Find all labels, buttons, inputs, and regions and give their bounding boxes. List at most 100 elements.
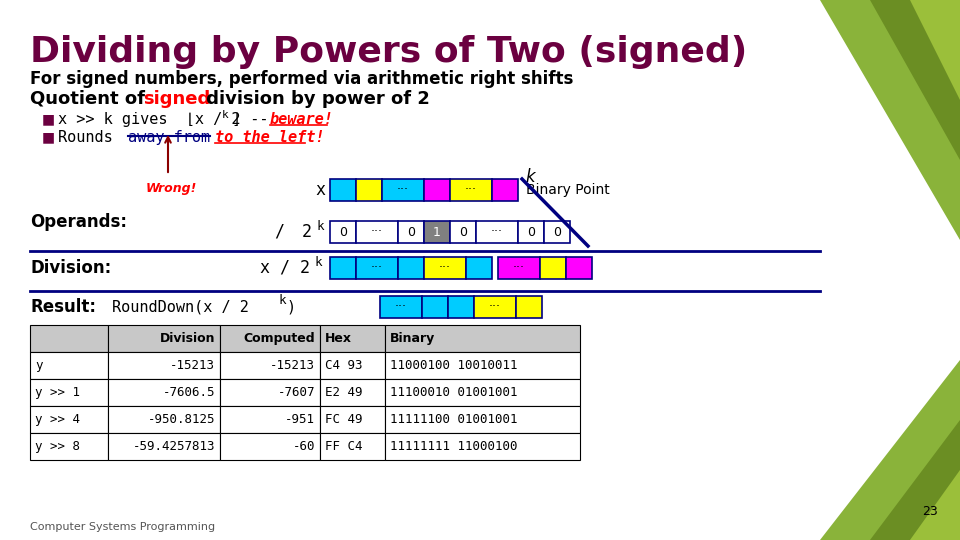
Bar: [356, 179, 382, 201]
Text: 0: 0: [339, 226, 347, 239]
Text: ): ): [286, 300, 295, 314]
Text: x / 2: x / 2: [260, 259, 310, 277]
Bar: [492, 179, 518, 201]
Text: ···: ···: [397, 184, 409, 197]
Polygon shape: [820, 360, 960, 540]
Text: k: k: [525, 168, 535, 186]
Text: y >> 1: y >> 1: [35, 386, 80, 399]
Text: Operands:: Operands:: [30, 213, 127, 231]
Bar: [424, 257, 466, 279]
Bar: [320, 433, 385, 460]
Text: ···: ···: [371, 261, 383, 274]
Bar: [424, 179, 450, 201]
Text: 0: 0: [407, 226, 415, 239]
Polygon shape: [870, 420, 960, 540]
Text: -950.8125: -950.8125: [148, 413, 215, 426]
Bar: [108, 433, 220, 460]
Text: y: y: [35, 359, 42, 372]
Bar: [450, 221, 476, 243]
Text: E2 49: E2 49: [325, 386, 363, 399]
Polygon shape: [870, 0, 960, 160]
Text: Hex: Hex: [325, 332, 352, 345]
Text: 2: 2: [302, 223, 312, 241]
Bar: [30, 325, 108, 352]
Bar: [220, 325, 320, 352]
Text: x: x: [315, 181, 325, 199]
Text: Computed: Computed: [244, 332, 315, 345]
Text: 23: 23: [923, 505, 938, 518]
Text: -60: -60: [293, 440, 315, 453]
Bar: [108, 379, 220, 406]
Text: ···: ···: [513, 261, 525, 274]
Text: Result:: Result:: [30, 298, 96, 316]
Bar: [516, 296, 542, 318]
Bar: [385, 433, 580, 460]
Bar: [320, 325, 385, 352]
Bar: [385, 325, 580, 352]
Text: 11111111 11000100: 11111111 11000100: [390, 440, 517, 453]
Text: Binary Point: Binary Point: [526, 183, 610, 197]
Bar: [330, 257, 356, 279]
Bar: [476, 221, 518, 243]
Bar: [466, 257, 492, 279]
Text: -7606.5: -7606.5: [162, 386, 215, 399]
Bar: [220, 379, 320, 406]
Bar: [540, 257, 566, 279]
Text: 0: 0: [527, 226, 535, 239]
Text: For signed numbers, performed via arithmetic right shifts: For signed numbers, performed via arithm…: [30, 70, 573, 88]
Bar: [385, 379, 580, 406]
Text: FC 49: FC 49: [325, 413, 363, 426]
Bar: [320, 379, 385, 406]
Text: Quotient of: Quotient of: [30, 90, 152, 108]
Text: k: k: [222, 110, 228, 120]
Text: ■: ■: [42, 130, 55, 144]
Text: away from: away from: [128, 130, 210, 145]
Bar: [544, 221, 570, 243]
Bar: [518, 221, 544, 243]
Text: 0: 0: [553, 226, 561, 239]
Text: k: k: [278, 294, 285, 307]
Text: FF C4: FF C4: [325, 440, 363, 453]
Text: y >> 4: y >> 4: [35, 413, 80, 426]
Text: RoundDown(x / 2: RoundDown(x / 2: [112, 300, 249, 314]
Bar: [448, 296, 474, 318]
Text: 11100010 01001001: 11100010 01001001: [390, 386, 517, 399]
Text: ···: ···: [489, 300, 501, 314]
Text: x >> k gives  ⌊x / 2: x >> k gives ⌊x / 2: [58, 112, 241, 127]
Text: signed: signed: [143, 90, 210, 108]
Text: Computer Systems Programming: Computer Systems Programming: [30, 522, 215, 532]
Bar: [108, 406, 220, 433]
Polygon shape: [910, 0, 960, 100]
Text: ⌋ --: ⌋ --: [232, 112, 277, 127]
Bar: [30, 379, 108, 406]
Bar: [30, 433, 108, 460]
Text: ···: ···: [465, 184, 477, 197]
Bar: [385, 352, 580, 379]
Text: Rounds: Rounds: [58, 130, 122, 145]
Bar: [422, 296, 448, 318]
Text: k: k: [314, 255, 322, 268]
Text: ■: ■: [42, 112, 55, 126]
Bar: [566, 257, 592, 279]
Bar: [382, 179, 424, 201]
Bar: [30, 406, 108, 433]
Text: k: k: [316, 219, 324, 233]
Polygon shape: [910, 470, 960, 540]
Bar: [108, 352, 220, 379]
Text: Wrong!: Wrong!: [146, 182, 198, 195]
Bar: [220, 433, 320, 460]
Text: to the left!: to the left!: [215, 130, 324, 145]
Text: ···: ···: [439, 261, 451, 274]
Text: Division:: Division:: [30, 259, 111, 277]
Text: 11000100 10010011: 11000100 10010011: [390, 359, 517, 372]
Bar: [385, 406, 580, 433]
Bar: [30, 352, 108, 379]
Bar: [330, 179, 356, 201]
Bar: [380, 296, 422, 318]
Bar: [356, 221, 398, 243]
Text: -15213: -15213: [170, 359, 215, 372]
Text: 1: 1: [433, 226, 441, 239]
Text: 11111100 01001001: 11111100 01001001: [390, 413, 517, 426]
Bar: [330, 221, 356, 243]
Text: ···: ···: [395, 300, 407, 314]
